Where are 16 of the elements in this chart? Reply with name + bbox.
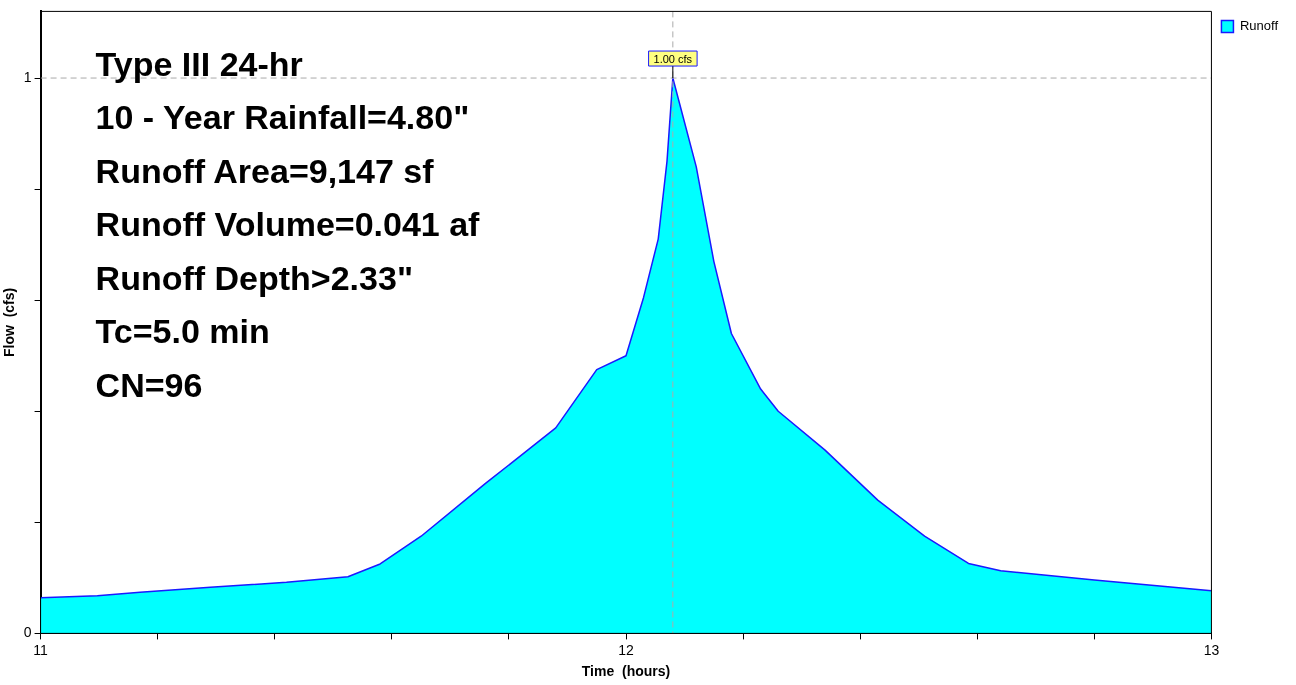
legend-label: Runoff: [1239, 18, 1279, 34]
annotation: CN=96: [95, 365, 203, 404]
y-tick-label: 1: [23, 68, 32, 85]
annotation: Runoff Depth>2.33": [95, 258, 414, 297]
annotation: 1.00 cfs: [653, 52, 693, 65]
annotation: Runoff Area=9,147 sf: [95, 151, 435, 190]
y-tick-label: 0: [23, 624, 32, 641]
annotation: Tc=5.0 min: [95, 312, 270, 351]
x-axis-title: Time (hours): [581, 663, 671, 680]
y-axis-title: Flow (cfs): [1, 287, 18, 358]
annotation: Type III 24-hr: [95, 44, 303, 83]
annotation: 10 - Year Rainfall=4.80": [95, 98, 470, 137]
annotation: Runoff Volume=0.041 af: [95, 205, 481, 244]
x-tick-label: 11: [33, 641, 49, 658]
x-tick-label: 13: [1203, 641, 1220, 658]
x-tick-label: 12: [618, 641, 635, 658]
